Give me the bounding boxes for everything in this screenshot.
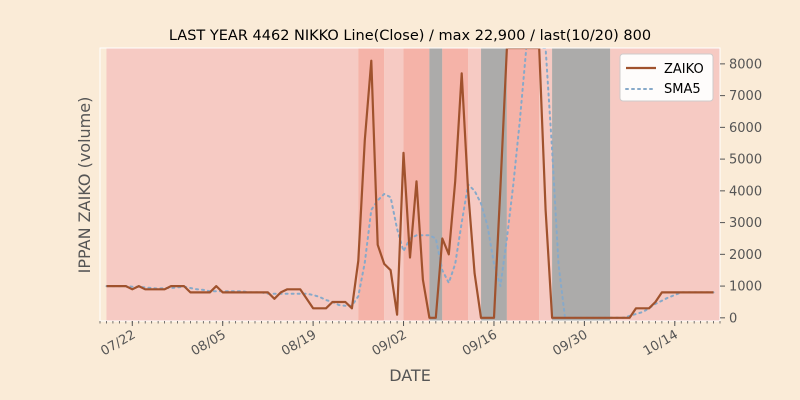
band-gray bbox=[429, 48, 443, 321]
y-axis: 0 1000 2000 3000 4000 5000 6000 7000 8000 bbox=[720, 57, 762, 326]
y-tick-label: 1000 bbox=[729, 280, 762, 295]
band-gray bbox=[552, 48, 611, 321]
y-tick-label: 2000 bbox=[729, 248, 762, 263]
y-tick-label: 3000 bbox=[729, 216, 762, 231]
band-light bbox=[468, 48, 482, 321]
y-tick-label: 8000 bbox=[729, 57, 762, 72]
y-tick-label: 6000 bbox=[729, 121, 762, 136]
x-axis-label: DATE bbox=[389, 366, 431, 385]
y-tick-label: 0 bbox=[729, 311, 737, 326]
x-tick-label: 09/02 bbox=[370, 327, 410, 359]
x-tick-label: 08/19 bbox=[279, 327, 319, 359]
x-tick-label: 09/30 bbox=[550, 327, 590, 359]
chart-title: LAST YEAR 4462 NIKKO Line(Close) / max 2… bbox=[169, 28, 651, 44]
band-gray bbox=[481, 48, 507, 321]
band-light bbox=[384, 48, 404, 321]
plot-series bbox=[105, 48, 715, 319]
band-light bbox=[106, 48, 359, 321]
y-tick-label: 5000 bbox=[729, 153, 762, 168]
y-tick-label: 7000 bbox=[729, 89, 762, 104]
x-tick-label: 10/14 bbox=[641, 327, 681, 359]
x-tick-label: 09/16 bbox=[460, 327, 500, 359]
x-tick-label: 08/05 bbox=[189, 327, 229, 359]
legend-zaiko-label: ZAIKO bbox=[664, 62, 704, 77]
zaiko-line bbox=[106, 48, 714, 319]
legend-sma5-label: SMA5 bbox=[664, 82, 701, 97]
y-axis-label: IPPAN ZAIKO (volume) bbox=[75, 97, 94, 274]
legend: ZAIKO SMA5 bbox=[619, 53, 714, 102]
x-tick-label: 07/22 bbox=[98, 327, 138, 359]
band-medium bbox=[506, 48, 540, 321]
y-tick-label: 4000 bbox=[729, 184, 762, 199]
x-axis: 07/22 08/05 08/19 09/02 09/16 09/30 10/14 bbox=[98, 321, 721, 359]
